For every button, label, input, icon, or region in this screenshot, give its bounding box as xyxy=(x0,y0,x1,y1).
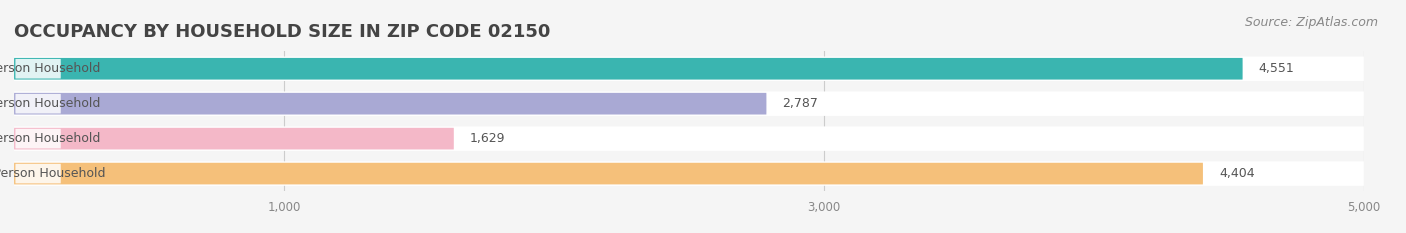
FancyBboxPatch shape xyxy=(15,164,60,183)
FancyBboxPatch shape xyxy=(15,129,60,148)
Text: Source: ZipAtlas.com: Source: ZipAtlas.com xyxy=(1244,16,1378,29)
FancyBboxPatch shape xyxy=(14,128,454,150)
Text: 2-Person Household: 2-Person Household xyxy=(0,97,100,110)
FancyBboxPatch shape xyxy=(14,92,1364,116)
FancyBboxPatch shape xyxy=(14,57,1364,81)
FancyBboxPatch shape xyxy=(14,58,1243,80)
Text: 4,551: 4,551 xyxy=(1258,62,1295,75)
FancyBboxPatch shape xyxy=(15,94,60,113)
FancyBboxPatch shape xyxy=(15,59,60,79)
Text: OCCUPANCY BY HOUSEHOLD SIZE IN ZIP CODE 02150: OCCUPANCY BY HOUSEHOLD SIZE IN ZIP CODE … xyxy=(14,23,550,41)
FancyBboxPatch shape xyxy=(14,127,1364,151)
FancyBboxPatch shape xyxy=(14,161,1364,186)
Text: 3-Person Household: 3-Person Household xyxy=(0,132,100,145)
Text: 2,787: 2,787 xyxy=(783,97,818,110)
Text: 4+ Person Household: 4+ Person Household xyxy=(0,167,105,180)
FancyBboxPatch shape xyxy=(14,163,1204,185)
Text: 4,404: 4,404 xyxy=(1219,167,1254,180)
Text: 1-Person Household: 1-Person Household xyxy=(0,62,100,75)
FancyBboxPatch shape xyxy=(14,93,766,115)
Text: 1,629: 1,629 xyxy=(470,132,506,145)
